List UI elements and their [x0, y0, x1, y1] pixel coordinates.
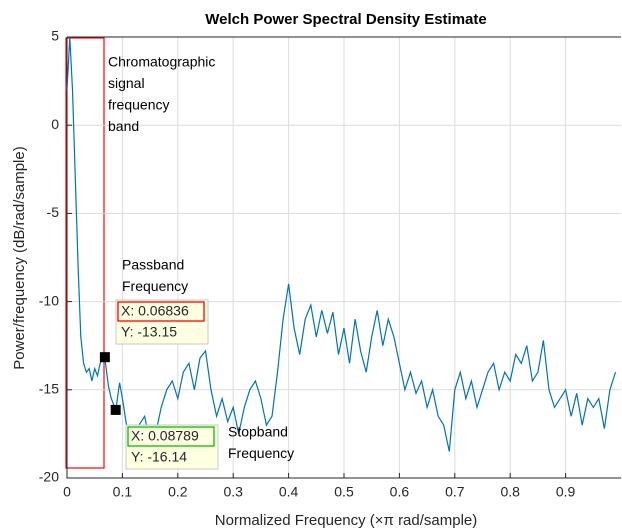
- band-label: signal: [108, 75, 145, 91]
- datatip-highlight: [117, 301, 205, 322]
- x-axis-label: Normalized Frequency (×π rad/sample): [215, 512, 478, 529]
- datatip-box: [115, 299, 209, 345]
- y-tick-label: -15: [39, 381, 59, 397]
- band-box: [65, 37, 105, 469]
- band-label: Chromatographic: [108, 54, 215, 70]
- y-tick-label: 0: [51, 116, 59, 132]
- y-tick-label: -20: [39, 469, 59, 485]
- band-label: frequency: [108, 97, 169, 113]
- y-tick-label: 5: [51, 28, 59, 44]
- x-tick-label: 0.9: [556, 484, 576, 500]
- datatip-marker: [110, 404, 121, 415]
- datatip-highlight: [127, 426, 215, 447]
- x-tick-label: 0.1: [113, 484, 133, 500]
- x-tick-label: 0.4: [279, 484, 299, 500]
- x-tick-label: 0.5: [334, 484, 354, 500]
- x-tick-label: 0.3: [223, 484, 243, 500]
- stopband-label: Stopband: [228, 424, 288, 440]
- axes-box: [66, 36, 621, 479]
- x-tick-label: 0.7: [445, 484, 465, 500]
- y-axis-label: Power/frequency (dB/rad/sample): [11, 146, 28, 369]
- x-tick-label: 0: [63, 484, 71, 500]
- datatip-x: X: 0.06836: [121, 303, 189, 319]
- datatip-x: X: 0.08789: [131, 428, 199, 444]
- datatip-marker: [99, 352, 110, 363]
- datatip-y: Y: -13.15: [121, 324, 177, 340]
- x-tick-label: 0.6: [390, 484, 410, 500]
- y-tick-label: -10: [39, 292, 59, 308]
- passband-label: Passband: [122, 257, 184, 273]
- passband-label: Frequency: [122, 278, 188, 294]
- band-label: band: [108, 118, 139, 134]
- datatip-y: Y: -16.14: [131, 449, 187, 465]
- x-tick-label: 0.2: [168, 484, 188, 500]
- chart-title: Welch Power Spectral Density Estimate: [205, 11, 487, 28]
- datatip-box: [125, 424, 219, 470]
- psd-line: [66, 36, 617, 452]
- y-tick-label: -5: [47, 204, 60, 220]
- x-tick-label: 0.8: [500, 484, 520, 500]
- stopband-label: Frequency: [228, 445, 294, 461]
